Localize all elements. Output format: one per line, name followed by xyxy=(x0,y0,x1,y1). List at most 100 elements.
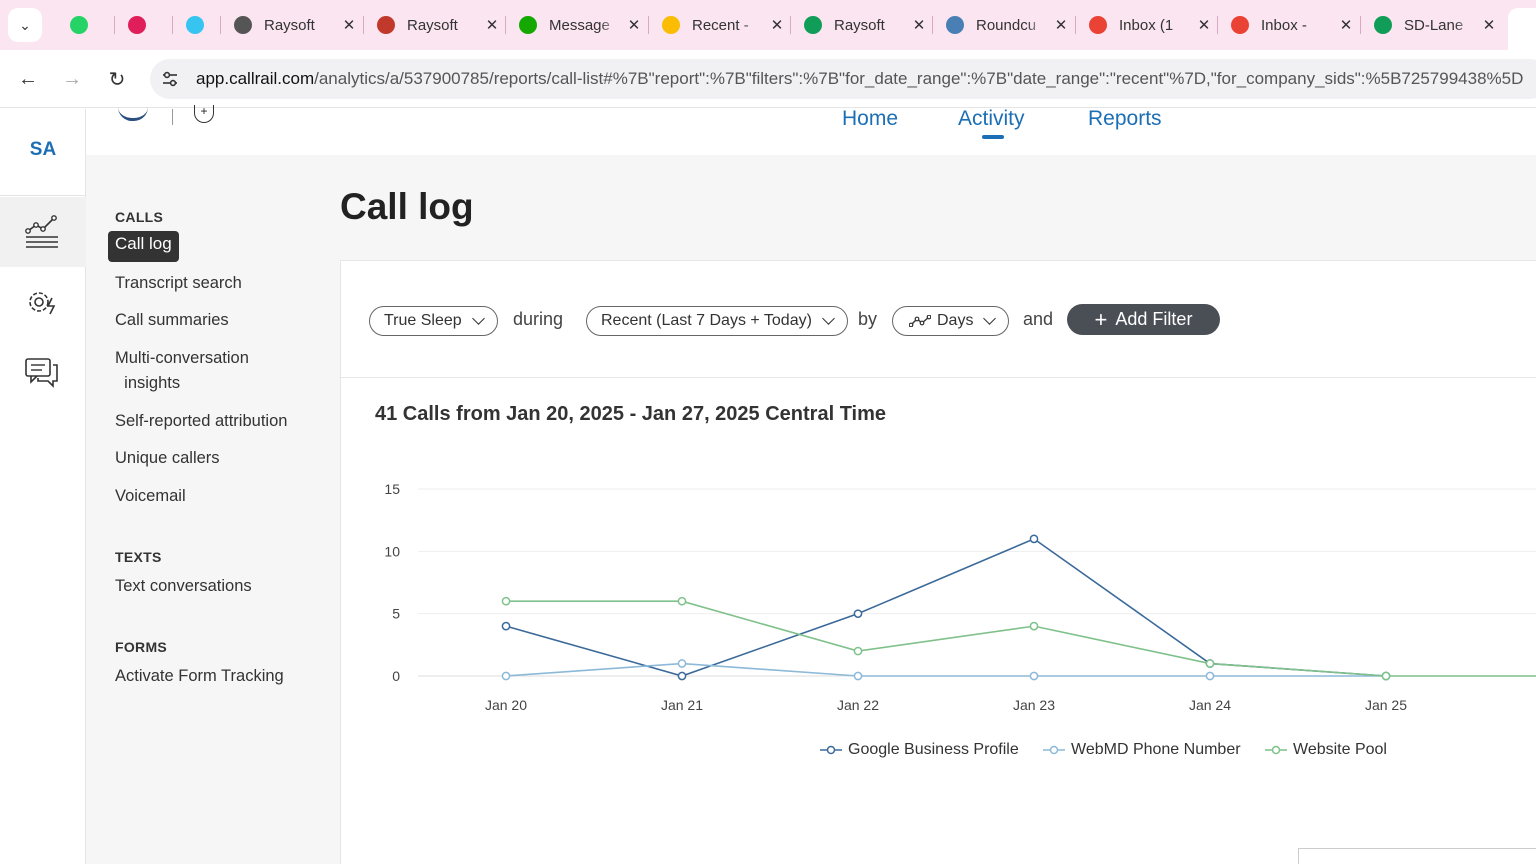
x-tick-label: Jan 25 xyxy=(1365,697,1407,713)
tab-separator xyxy=(790,16,791,34)
company-select[interactable]: True Sleep xyxy=(369,306,498,336)
tab-title: SD-Lane xyxy=(1404,16,1464,34)
tab-separator xyxy=(1360,16,1361,34)
sidebar-item-text-conversations[interactable]: Text conversations xyxy=(115,577,252,595)
company-select-value: True Sleep xyxy=(384,312,462,329)
data-point xyxy=(1029,671,1039,681)
legend-item[interactable]: Google Business Profile xyxy=(820,741,1019,759)
calls-section-heading: CALLS xyxy=(115,209,164,225)
browser-tab[interactable]: Raysoft ✕ xyxy=(365,8,505,42)
close-tab-icon[interactable]: ✕ xyxy=(1482,17,1496,34)
chevron-down-icon xyxy=(983,312,997,325)
slack-icon xyxy=(128,16,146,34)
browser-tab[interactable]: Roundcu ✕ xyxy=(934,8,1074,42)
browser-tab[interactable]: Raysoft ✕ xyxy=(792,8,932,42)
report-card xyxy=(340,260,1536,864)
close-tab-icon[interactable]: ✕ xyxy=(342,17,356,34)
tab-separator xyxy=(1075,16,1076,34)
settings-automation-icon[interactable] xyxy=(22,283,62,323)
active-tab[interactable] xyxy=(1508,8,1536,50)
sidebar-item-unique-callers[interactable]: Unique callers xyxy=(115,449,220,467)
browser-tab[interactable] xyxy=(116,8,156,42)
close-tab-icon[interactable]: ✕ xyxy=(1339,17,1353,34)
upwork-icon xyxy=(519,16,537,34)
browser-tab[interactable]: Raysoft ✕ xyxy=(222,8,362,42)
x-tick-label: Jan 22 xyxy=(837,697,879,713)
bottom-right-panel xyxy=(1298,848,1536,864)
close-tab-icon[interactable]: ✕ xyxy=(627,17,641,34)
during-label: during xyxy=(513,309,564,329)
data-point xyxy=(853,671,863,681)
app-left-rail: SA xyxy=(0,109,86,864)
nav-activity[interactable]: Activity xyxy=(958,107,1025,130)
legend-item[interactable]: Website Pool xyxy=(1265,741,1387,759)
rail-active-highlight xyxy=(0,197,86,267)
browser-tab[interactable]: Inbox - ✕ xyxy=(1219,8,1359,42)
tab-title: Message xyxy=(549,16,610,34)
sidebar-item-call-summaries[interactable]: Call summaries xyxy=(115,311,229,329)
close-tab-icon[interactable]: ✕ xyxy=(912,17,926,34)
browser-tab[interactable]: Recent - ✕ xyxy=(650,8,790,42)
tab-separator xyxy=(505,16,506,34)
data-point xyxy=(501,671,511,681)
reload-icon[interactable]: ↻ xyxy=(108,68,126,91)
close-tab-icon[interactable]: ✕ xyxy=(485,17,499,34)
nav-home[interactable]: Home xyxy=(842,107,899,130)
chart-title: 41 Calls from Jan 20, 2025 - Jan 27, 202… xyxy=(375,403,887,425)
rail-divider xyxy=(0,195,86,196)
browser-toolbar: ← → ↻ app.callrail.com/analytics/a/53790… xyxy=(0,50,1536,108)
series-line xyxy=(505,537,1387,677)
browser-tab[interactable]: Inbox (1 ✕ xyxy=(1077,8,1217,42)
tab-title: Raysoft xyxy=(407,16,458,34)
sidebar-item-voicemail[interactable]: Voicemail xyxy=(115,487,186,505)
browser-tab[interactable] xyxy=(174,8,214,42)
legend-item[interactable]: WebMD Phone Number xyxy=(1043,741,1241,759)
y-tick-label: 0 xyxy=(392,668,400,684)
sidebar-item-transcript-search[interactable]: Transcript search xyxy=(115,274,242,292)
plus-icon: + xyxy=(1094,306,1108,332)
sidebar-item-call-log[interactable]: Call log xyxy=(108,231,179,262)
x-tick-label: Jan 21 xyxy=(661,697,703,713)
close-tab-icon[interactable]: ✕ xyxy=(1197,17,1211,34)
granularity-select[interactable]: Days xyxy=(892,306,1010,336)
legend-label: WebMD Phone Number xyxy=(1071,741,1241,758)
y-tick-label: 5 xyxy=(392,606,400,622)
tab-separator xyxy=(114,16,115,34)
callrail-logo-icon[interactable] xyxy=(118,107,148,121)
close-tab-icon[interactable]: ✕ xyxy=(770,17,784,34)
legend-marker-icon xyxy=(1043,745,1065,755)
back-arrow-icon[interactable]: ← xyxy=(18,67,38,90)
tab-title: Inbox (1 xyxy=(1119,16,1174,34)
series-line xyxy=(505,662,1386,677)
nav-separator xyxy=(172,109,173,125)
sidebar-item-self-reported-attribution[interactable]: Self-reported attribution xyxy=(115,412,288,430)
data-point xyxy=(677,671,687,681)
tab-separator xyxy=(220,16,221,34)
forward-arrow-icon[interactable]: → xyxy=(62,67,82,90)
browser-tab[interactable]: Message ✕ xyxy=(507,8,647,42)
top-navigation: + Home Activity Reports xyxy=(86,105,1536,155)
tab-title: Recent - xyxy=(692,16,749,34)
globe-icon xyxy=(234,16,252,34)
tab-title: Raysoft xyxy=(264,16,315,34)
legend-marker-icon xyxy=(1265,745,1287,755)
account-initials[interactable]: SA xyxy=(29,139,57,160)
browser-tab[interactable] xyxy=(58,8,98,42)
analytics-chart-icon[interactable] xyxy=(22,212,62,252)
sidebar-item-multi-conversation-insights[interactable]: Multi-conversation insights xyxy=(115,349,249,392)
add-filter-button[interactable]: + Add Filter xyxy=(1067,304,1220,335)
data-point xyxy=(1205,671,1215,681)
tab-search-chevron-icon[interactable]: ⌄ xyxy=(8,8,42,42)
browser-tab[interactable]: SD-Lane ✕ xyxy=(1362,8,1502,42)
tab-title: Roundcu xyxy=(976,16,1037,34)
url-text: app.callrail.com/analytics/a/537900785/r… xyxy=(196,69,1524,88)
nav-reports[interactable]: Reports xyxy=(1088,107,1162,130)
date-range-select[interactable]: Recent (Last 7 Days + Today) xyxy=(586,306,848,336)
sidebar-item-activate-form-tracking[interactable]: Activate Form Tracking xyxy=(115,667,284,685)
add-shield-icon[interactable]: + xyxy=(194,105,214,123)
site-info-icon[interactable] xyxy=(156,65,184,93)
conversations-icon[interactable] xyxy=(22,352,62,392)
address-bar[interactable]: app.callrail.com/analytics/a/537900785/r… xyxy=(150,59,1536,99)
close-tab-icon[interactable]: ✕ xyxy=(1054,17,1068,34)
data-point xyxy=(501,621,511,631)
